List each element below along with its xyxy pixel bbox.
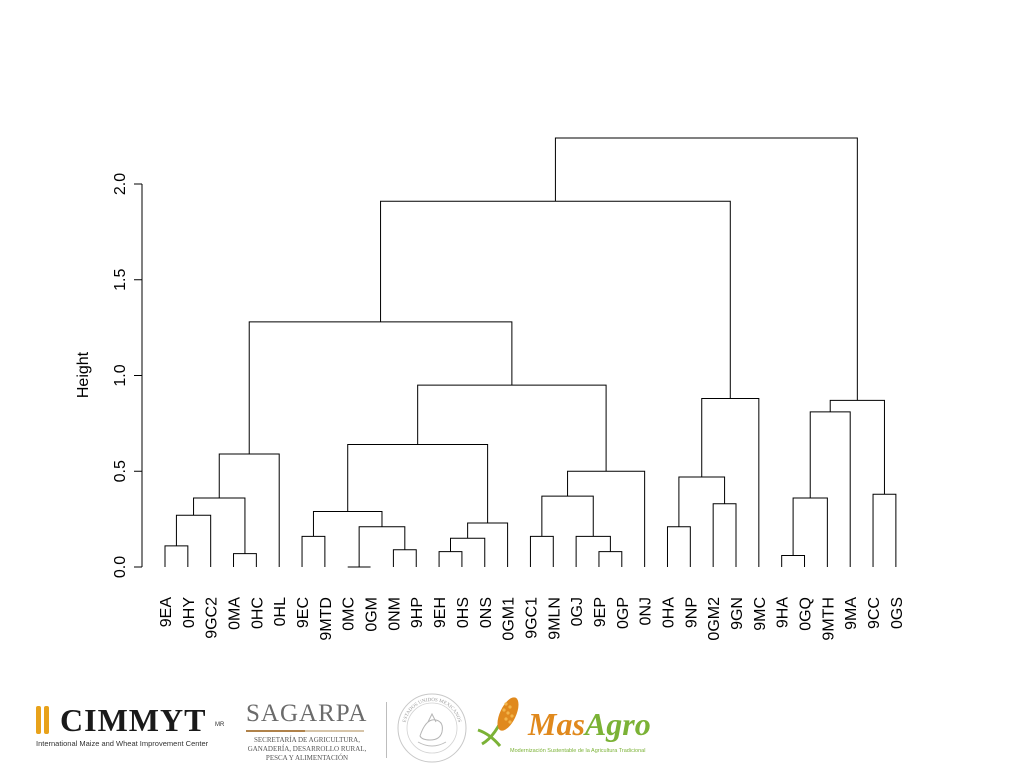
- dendrogram-link: [712, 503, 737, 567]
- leaf-label: 0GP: [615, 597, 632, 629]
- leaf-label: 0NJ: [638, 597, 655, 625]
- y-tick-label: 1.5: [112, 269, 129, 291]
- sagarpa-stripe: [246, 730, 364, 732]
- dendrogram-link: [450, 537, 486, 567]
- y-tick-label: 0.0: [112, 556, 129, 578]
- leaf-label: 0HC: [249, 597, 266, 629]
- leaf-label: 9HP: [409, 597, 426, 628]
- dendrogram-link: [248, 321, 513, 455]
- leaf-label: 0GJ: [569, 597, 586, 626]
- leaf-label: 9GN: [729, 597, 746, 630]
- leaf-label: 0GM1: [501, 597, 518, 641]
- sagarpa-logo: SAGARPA SECRETARÍA DE AGRICULTURA, GANAD…: [240, 700, 387, 764]
- dendrogram-link: [529, 535, 554, 567]
- sagarpa-line-1: SECRETARÍA DE AGRICULTURA,: [254, 736, 360, 744]
- dendrogram-link: [233, 553, 257, 567]
- leaf-label: 9GC1: [523, 597, 540, 639]
- masagro-logo: MasAgro Modernización Sustentable de la …: [476, 690, 686, 764]
- dendrogram-link: [467, 522, 509, 567]
- leaf-label: 9MC: [752, 597, 769, 631]
- cimmyt-name: CIMMYT: [60, 702, 207, 738]
- leaf-label: 0HA: [660, 597, 677, 628]
- dendrogram-link: [438, 551, 463, 567]
- dendrogram-link: [175, 514, 212, 567]
- y-tick-label: 0.5: [112, 460, 129, 482]
- logo-footer: CIMMYT MR International Maize and Wheat …: [0, 684, 1024, 768]
- dendrogram-link: [809, 411, 851, 567]
- leaf-label: 0GM2: [706, 597, 723, 641]
- dendrogram-link: [781, 555, 806, 567]
- dendrogram-link: [164, 545, 189, 567]
- masagro-name: MasAgro: [528, 706, 651, 742]
- dendrogram-link: [678, 476, 726, 527]
- dendrogram-link: [598, 551, 623, 567]
- dendrogram-link: [312, 510, 383, 537]
- dendrogram-link: [193, 497, 246, 554]
- leaf-label: 9EC: [295, 597, 312, 628]
- leaf-label: 9GC2: [204, 597, 221, 639]
- dendrogram-link: [701, 397, 760, 567]
- dendrogram-links: [164, 137, 897, 568]
- leaf-label: 0HL: [272, 597, 289, 626]
- cimmyt-subtitle: International Maize and Wheat Improvemen…: [36, 739, 209, 748]
- sagarpa-name: SAGARPA: [246, 700, 368, 727]
- dendrogram-link: [666, 526, 691, 567]
- leaf-label: 9MTH: [820, 597, 837, 641]
- leaf-label: 0GQ: [798, 597, 815, 631]
- sagarpa-line-2: GANADERÍA, DESARROLLO RURAL,: [247, 745, 367, 753]
- dendrogram-link: [301, 535, 326, 567]
- dendrogram-link: [417, 384, 607, 472]
- maize-bars-icon: [36, 706, 58, 734]
- y-tick-label: 1.0: [112, 364, 129, 386]
- dendrogram-link: [380, 200, 731, 399]
- leaf-label: 0GS: [889, 597, 906, 629]
- leaf-label: 9CC: [866, 597, 883, 629]
- sagarpa-line-3: PESCA Y ALIMENTACIÓN: [265, 754, 349, 762]
- leaf-label: 9EA: [158, 597, 175, 628]
- divider: [386, 702, 387, 758]
- mexico-seal-icon: ESTADOS UNIDOS MEXICANOS: [397, 693, 467, 763]
- leaf-label: 0HS: [455, 597, 472, 628]
- dendrogram-link: [218, 453, 280, 567]
- leaf-label: 0MC: [341, 597, 358, 631]
- cimmyt-mark: MR: [215, 722, 225, 728]
- dendrogram-link: [872, 493, 897, 567]
- dendrogram-link: [358, 526, 406, 567]
- dendrogram-link: [829, 399, 885, 495]
- leaf-label: 0NM: [386, 597, 403, 631]
- dendrogram-link: [567, 470, 646, 567]
- dendrogram-link: [541, 495, 594, 537]
- dendrogram-chart: 0.0 0.5 1.0 1.5 2.0 9EA 0HY 9GC2 0MA 0HC 0HL 9EC 9M…: [75, 137, 906, 641]
- y-axis-label: Height: [75, 351, 92, 398]
- leaf-label: 0MA: [227, 597, 244, 630]
- leaf-label: 9NP: [683, 597, 700, 628]
- leaf-label: 0HY: [181, 597, 198, 628]
- svg-text:ESTADOS UNIDOS MEXICANOS: ESTADOS UNIDOS MEXICANOS: [403, 698, 462, 723]
- leaf-label: 9MA: [843, 597, 860, 630]
- cimmyt-logo: CIMMYT MR International Maize and Wheat …: [32, 702, 232, 756]
- leaf-label: 9EP: [592, 597, 609, 627]
- leaf-label: 9EH: [432, 597, 449, 628]
- leaf-label: 9MLN: [546, 597, 563, 640]
- y-tick-label: 2.0: [112, 173, 129, 195]
- dendrogram-link: [554, 137, 858, 401]
- y-axis: 0.0 0.5 1.0 1.5 2.0: [112, 173, 143, 578]
- dendrogram-link: [792, 497, 828, 567]
- dendrogram-link: [392, 549, 417, 567]
- leaf-label: 0NS: [478, 597, 495, 628]
- leaf-label: 0GM: [364, 597, 381, 632]
- masagro-tagline: Modernización Sustentable de la Agricult…: [510, 748, 646, 754]
- leaf-label: 9MTD: [318, 597, 335, 641]
- leaf-label: 9HA: [775, 597, 792, 628]
- leaf-labels: 9EA 0HY 9GC2 0MA 0HC 0HL 9EC 9MTD 0MC 0GM 0NM 9HP 9E…: [158, 597, 906, 641]
- maize-cob-icon: [477, 697, 519, 747]
